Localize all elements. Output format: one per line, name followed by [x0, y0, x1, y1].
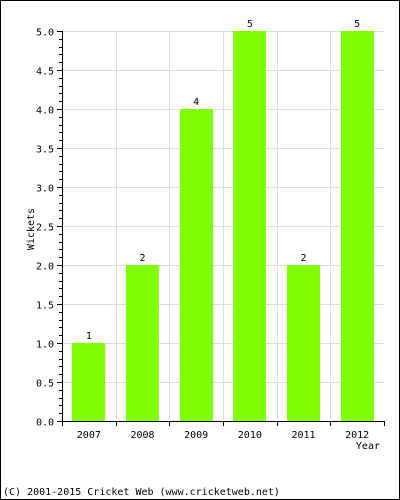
data-labels: 1 2 4 5 2 5 [86, 19, 360, 342]
bar-2011 [287, 265, 320, 421]
x-tick-label-2012: 2012 [345, 430, 369, 441]
y-tick-label: 3.0 [36, 184, 54, 195]
bar-2010 [233, 31, 266, 421]
x-tick-label-2011: 2011 [291, 430, 315, 441]
x-tick-label-2010: 2010 [238, 430, 262, 441]
y-tick-label: 1.0 [36, 340, 54, 351]
bars [72, 31, 374, 421]
y-tick-label: 4.0 [36, 106, 54, 117]
bar-2008 [126, 265, 159, 421]
y-axis-title: Wickets [26, 208, 37, 250]
y-tick-label: 2.0 [36, 262, 54, 273]
y-tick-label: 0.0 [36, 418, 54, 429]
data-label-2011: 2 [300, 253, 306, 264]
data-label-2009: 4 [193, 97, 199, 108]
axes [57, 31, 385, 426]
bar-2009 [180, 109, 213, 421]
grid-lines [62, 31, 384, 422]
y-tick-label: 3.5 [36, 145, 54, 156]
bar-2012 [341, 31, 374, 421]
bar-2007 [72, 343, 105, 421]
x-tick-label-2007: 2007 [77, 430, 101, 441]
data-label-2007: 1 [86, 331, 92, 342]
y-tick-label: 2.5 [36, 223, 54, 234]
copyright-footer: (C) 2001-2015 Cricket Web (www.cricketwe… [3, 487, 280, 498]
y-tick-label: 5.0 [36, 28, 54, 39]
x-axis-title: Year [356, 441, 380, 452]
y-tick-label: 1.5 [36, 301, 54, 312]
y-tick-label: 0.5 [36, 379, 54, 390]
data-label-2010: 5 [247, 19, 253, 30]
x-tick-label-2009: 2009 [184, 430, 208, 441]
tick-labels: 0.0 0.5 1.0 1.5 2.0 2.5 3.0 3.5 4.0 4.5 5.0 2007 200… [36, 28, 369, 442]
data-label-2012: 5 [354, 19, 360, 30]
y-tick-label: 4.5 [36, 67, 54, 78]
data-label-2008: 2 [139, 253, 145, 264]
x-tick-label-2008: 2008 [130, 430, 154, 441]
